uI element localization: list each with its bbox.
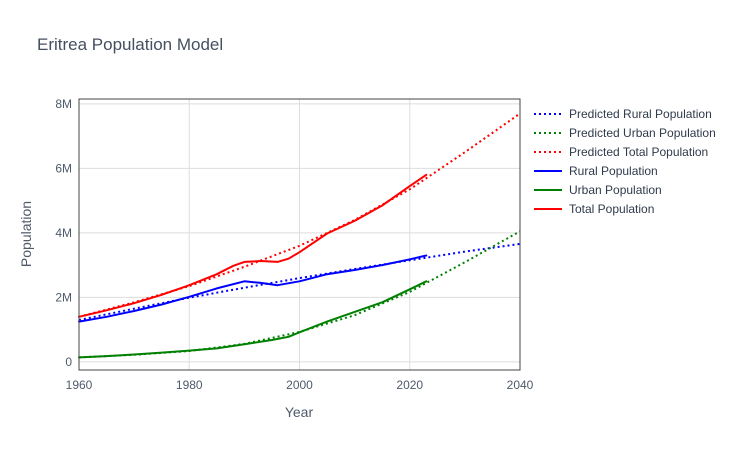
grid-layer: [78, 99, 521, 370]
series-rural-population: [78, 254, 428, 323]
legend-label: Predicted Rural Population: [569, 107, 712, 121]
series-predicted-rural-population: [78, 242, 521, 321]
legend-label: Rural Population: [569, 164, 658, 178]
legend-item[interactable]: Predicted Rural Population: [534, 107, 712, 121]
x-tick-label: 2040: [507, 378, 534, 392]
series-predicted-urban-population: [78, 230, 521, 359]
legend-item[interactable]: Rural Population: [534, 164, 658, 178]
legend-label: Predicted Total Population: [569, 145, 708, 159]
y-tick-label: 2M: [55, 290, 72, 304]
legend-label: Total Population: [569, 202, 654, 216]
legend-item[interactable]: Total Population: [534, 202, 654, 216]
legend-label: Predicted Urban Population: [569, 126, 716, 140]
plot-frame: [78, 98, 521, 371]
series-layer: [78, 112, 521, 359]
legend-item[interactable]: Predicted Total Population: [534, 145, 708, 159]
legend-label: Urban Population: [569, 183, 662, 197]
legend-item[interactable]: Predicted Urban Population: [534, 126, 716, 140]
x-tick-label: 2000: [286, 378, 313, 392]
y-tick-label: 6M: [55, 161, 72, 175]
tick-layer: 1960 1980 2000 2020 2040 0 2M 4M 6M 8M: [55, 97, 533, 392]
x-tick-label: 1980: [176, 378, 203, 392]
x-tick-label: 1960: [66, 378, 93, 392]
y-tick-label: 8M: [55, 97, 72, 111]
chart-title: Eritrea Population Model: [37, 35, 223, 54]
series-urban-population: [78, 280, 428, 359]
x-tick-label: 2020: [396, 378, 423, 392]
legend[interactable]: Predicted Rural Population Predicted Urba…: [534, 107, 716, 216]
y-tick-label: 4M: [55, 226, 72, 240]
y-tick-label: 0: [65, 355, 72, 369]
x-axis-title: Year: [285, 404, 314, 420]
series-total-population: [78, 173, 428, 318]
y-axis-title: Population: [18, 201, 34, 267]
legend-item[interactable]: Urban Population: [534, 183, 662, 197]
